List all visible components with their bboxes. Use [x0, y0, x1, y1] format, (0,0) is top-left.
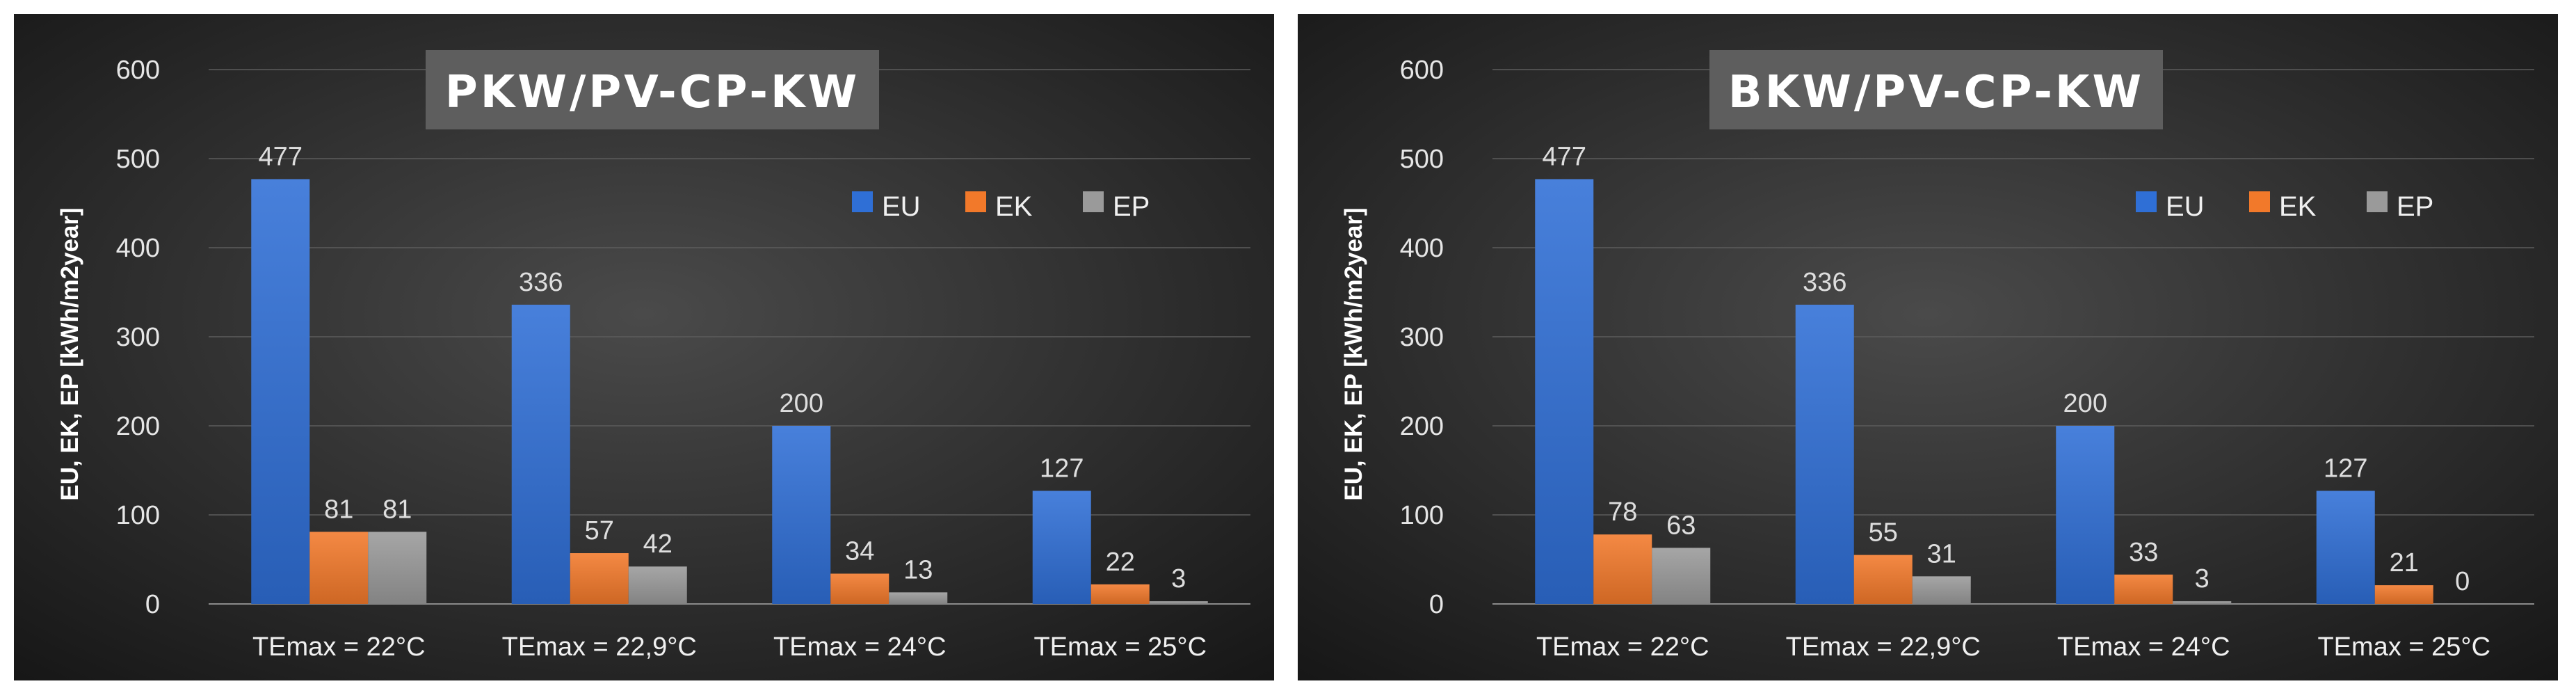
bar-eu: [511, 304, 570, 604]
data-label: 3: [2195, 564, 2209, 594]
chart-title-box: [426, 50, 879, 129]
data-label: 63: [1666, 511, 1696, 540]
legend-label: EU: [2166, 191, 2205, 222]
x-tick-label: TEmax = 22,9°C: [1786, 632, 1981, 662]
bar-eu: [1535, 179, 1594, 604]
x-tick-label: TEmax = 24°C: [2057, 632, 2230, 662]
data-label: 21: [2390, 548, 2419, 578]
data-label: 200: [780, 389, 823, 418]
data-label: 57: [585, 516, 614, 545]
bar-chart: 0 100 200 300 400 500 600 EU, EK, EP [kWh/m2yea…: [1298, 14, 2558, 680]
legend-swatch: [852, 191, 873, 212]
bar-ep: [1652, 548, 1711, 604]
legend-swatch: [1083, 191, 1104, 212]
chart-title: PKW/PV-CP-KW: [445, 67, 860, 118]
x-tick-label: TEmax = 25°C: [2317, 632, 2490, 662]
data-label: 336: [519, 268, 563, 297]
data-label: 81: [383, 495, 412, 524]
y-axis-label: EU, EK, EP [kWh/m2year]: [56, 207, 83, 500]
legend-label: EP: [1113, 191, 1150, 222]
data-label: 55: [1869, 518, 1898, 548]
x-tick-label: TEmax = 22,9°C: [502, 632, 697, 662]
legend-label: EK: [2279, 191, 2317, 222]
data-label: 22: [1106, 548, 1135, 577]
x-tick-label: TEmax = 24°C: [773, 632, 947, 662]
data-label: 31: [1927, 539, 1956, 568]
bar-ek: [1593, 534, 1652, 604]
bar-ep: [1149, 601, 1208, 604]
legend-label: EK: [995, 191, 1033, 222]
chart-panel-left: 0 100 200 300 400 500 600 EU, EK, EP [kWh/m2yea…: [14, 14, 1274, 680]
data-label: 33: [2129, 538, 2158, 567]
bar-eu: [251, 179, 310, 604]
bar-eu: [1032, 491, 1091, 604]
y-tick-label: 200: [1400, 412, 1444, 441]
data-label: 42: [643, 529, 673, 559]
data-label: 127: [2324, 454, 2367, 483]
bar-ek: [2114, 574, 2173, 604]
bar-chart: 0 100 200 300 400 500 600 EU, EK, EP [kWh/m2yea…: [14, 14, 1274, 680]
y-tick-label: 0: [145, 590, 160, 619]
data-label: 336: [1803, 268, 1846, 297]
chart-title-box: [1709, 50, 2163, 129]
y-tick-label: 100: [116, 501, 160, 530]
bar-ep: [628, 566, 687, 604]
y-tick-label: 400: [116, 234, 160, 263]
data-label: 200: [2063, 389, 2107, 418]
bar-ep: [2173, 601, 2232, 604]
data-label: 78: [1608, 497, 1637, 527]
y-tick-label: 400: [1400, 234, 1444, 263]
bar-eu: [1795, 304, 1854, 604]
x-tick-label: TEmax = 25°C: [1033, 632, 1207, 662]
bar-ep: [1912, 576, 1971, 604]
bar-ek: [570, 553, 629, 604]
legend-label: EU: [882, 191, 921, 222]
y-axis-label: EU, EK, EP [kWh/m2year]: [1340, 207, 1367, 500]
legend-swatch: [2136, 191, 2157, 212]
data-label: 3: [1171, 564, 1186, 594]
y-tick-label: 200: [116, 412, 160, 441]
legend-label: EP: [2397, 191, 2433, 222]
data-label: 13: [903, 555, 933, 584]
bar-ek: [1853, 555, 1913, 604]
bar-eu: [772, 426, 831, 604]
chart-title: BKW/PV-CP-KW: [1728, 67, 2144, 118]
y-tick-label: 500: [116, 145, 160, 174]
y-tick-label: 0: [1429, 590, 1444, 619]
data-label: 127: [1040, 454, 1084, 483]
bar-ep: [368, 532, 427, 604]
legend-swatch: [2249, 191, 2270, 212]
bar-ek: [1090, 584, 1150, 604]
legend-swatch: [2367, 191, 2388, 212]
y-tick-label: 600: [116, 56, 160, 85]
bar-ep: [889, 592, 948, 604]
y-tick-label: 300: [1400, 323, 1444, 352]
bar-ek: [2374, 585, 2433, 604]
bar-ek: [830, 573, 889, 604]
data-label: 81: [324, 495, 353, 524]
y-tick-label: 500: [1400, 145, 1444, 174]
chart-panel-right: 0 100 200 300 400 500 600 EU, EK, EP [kWh/m2yea…: [1298, 14, 2558, 680]
bar-eu: [2316, 491, 2375, 604]
data-label: 477: [259, 142, 303, 171]
legend-swatch: [965, 191, 986, 212]
data-label: 477: [1543, 142, 1586, 171]
y-tick-label: 100: [1400, 501, 1444, 530]
data-label: 34: [845, 536, 874, 566]
y-tick-label: 600: [1400, 56, 1444, 85]
data-label: 0: [2455, 567, 2470, 596]
x-tick-label: TEmax = 22°C: [1536, 632, 1709, 662]
bar-ek: [309, 532, 369, 604]
bar-eu: [2056, 426, 2115, 604]
x-tick-label: TEmax = 22°C: [252, 632, 426, 662]
y-tick-label: 300: [116, 323, 160, 352]
